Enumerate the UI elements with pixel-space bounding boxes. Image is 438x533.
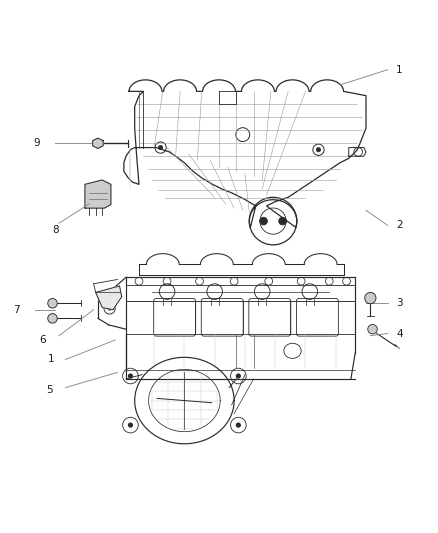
Text: 8: 8 (53, 225, 59, 235)
Circle shape (107, 306, 112, 311)
Circle shape (128, 423, 133, 427)
Text: 2: 2 (396, 221, 403, 230)
Text: 1: 1 (396, 64, 403, 75)
Circle shape (159, 146, 163, 150)
Circle shape (365, 293, 376, 304)
Text: 7: 7 (14, 305, 20, 315)
Circle shape (368, 325, 377, 334)
Text: 9: 9 (33, 138, 39, 148)
Circle shape (260, 217, 268, 225)
Text: 1: 1 (48, 354, 55, 365)
Text: 3: 3 (396, 298, 403, 308)
Circle shape (128, 374, 133, 378)
Polygon shape (93, 138, 103, 148)
Text: 4: 4 (396, 328, 403, 338)
Polygon shape (85, 180, 111, 208)
Text: 6: 6 (39, 335, 46, 345)
Polygon shape (96, 286, 122, 310)
Circle shape (316, 148, 321, 152)
Circle shape (236, 423, 241, 427)
Circle shape (48, 313, 57, 323)
Circle shape (48, 298, 57, 308)
Text: 5: 5 (46, 385, 53, 395)
Circle shape (236, 374, 241, 378)
Circle shape (279, 217, 286, 225)
